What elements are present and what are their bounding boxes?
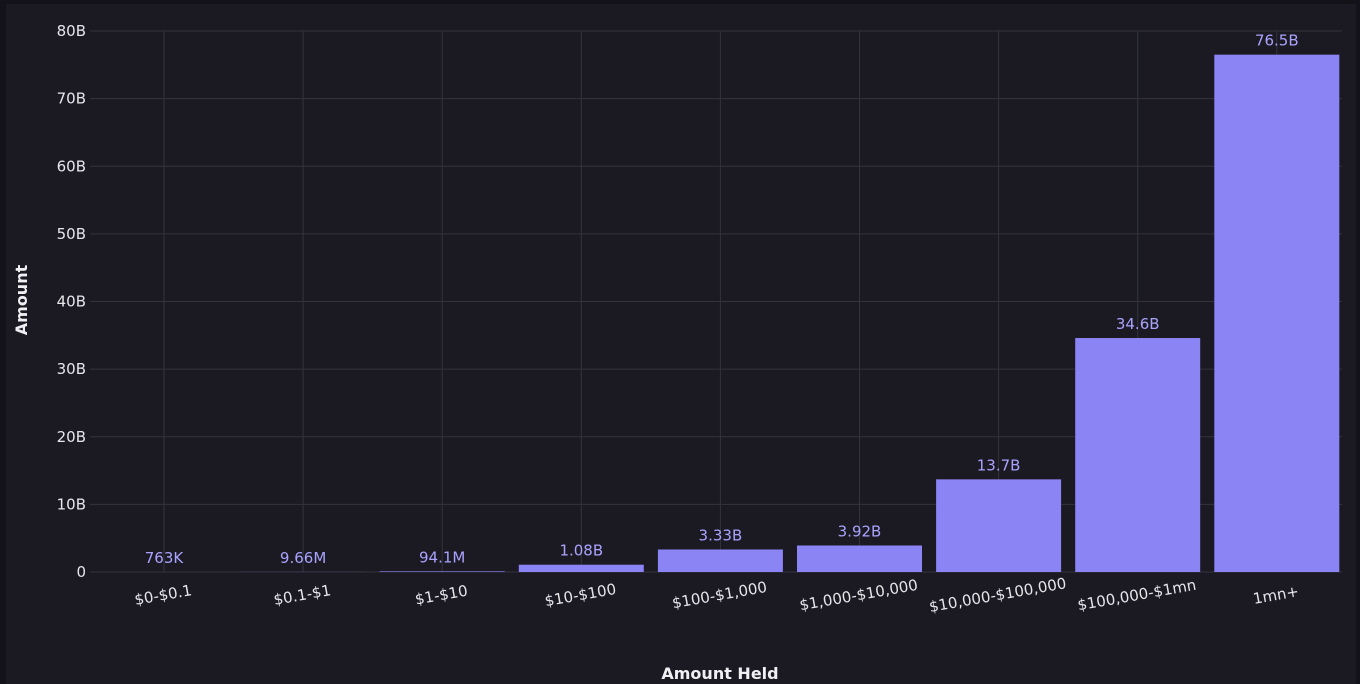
y-axis-ticks: 0 10B 20B 30B 40B 50B 60B 70B 80B: [57, 22, 86, 581]
x-axis-title: Amount Held: [661, 664, 778, 683]
bar: [518, 564, 644, 572]
x-tick-label: $100-$1,000: [671, 578, 769, 612]
bar-value-label: 13.7B: [977, 456, 1021, 474]
x-tick-label: $1-$10: [414, 582, 469, 609]
bar: [1214, 54, 1340, 572]
x-tick-label: $1,000-$10,000: [798, 576, 919, 615]
y-tick-label: 20B: [57, 428, 86, 446]
bar: [657, 549, 783, 572]
bar-value-label: 94.1M: [419, 548, 465, 566]
y-tick-label: 40B: [57, 293, 86, 311]
bar-value-label: 1.08B: [559, 542, 603, 560]
x-tick-label: $0.1-$1: [272, 581, 332, 609]
bar: [379, 571, 505, 572]
y-tick-label: 70B: [57, 90, 86, 108]
bar-value-label: 76.5B: [1255, 32, 1299, 50]
bar-value-label: 763K: [145, 549, 185, 567]
y-axis-title: Amount: [12, 264, 31, 335]
bar: [1075, 338, 1201, 572]
x-tick-label: $10-$100: [543, 580, 617, 610]
x-tick-label: $0-$0.1: [133, 581, 193, 609]
y-tick-label: 10B: [57, 495, 86, 513]
bar-value-label: 3.33B: [699, 526, 743, 544]
x-tick-label: 1mn+: [1252, 582, 1301, 608]
y-tick-label: 30B: [57, 360, 86, 378]
bar-value-label: 9.66M: [280, 549, 326, 567]
x-tick-label: $100,000-$1mn: [1076, 576, 1198, 615]
bar-value-label: 34.6B: [1116, 315, 1160, 333]
data-labels: 763K 9.66M 94.1M 1.08B 3.33B 3.92B 13.7B 34.6B 7…: [145, 32, 1299, 567]
bar: [797, 545, 922, 572]
bar: [936, 479, 1062, 572]
grid-layer: [90, 30, 1342, 573]
y-tick-label: 60B: [57, 157, 86, 175]
y-tick-label: 0: [76, 563, 86, 581]
bars: [101, 54, 1340, 572]
y-tick-label: 50B: [57, 225, 86, 243]
x-tick-label: $10,000-$100,000: [928, 574, 1068, 616]
x-axis-ticks: $0-$0.1 $0.1-$1 $1-$10 $10-$100 $100-$1,000 $…: [133, 574, 1300, 616]
bar-value-label: 3.92B: [838, 522, 882, 540]
y-tick-label: 80B: [57, 22, 86, 40]
